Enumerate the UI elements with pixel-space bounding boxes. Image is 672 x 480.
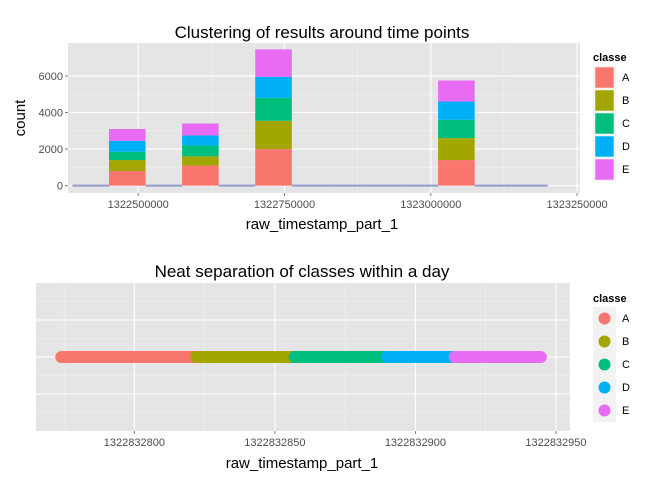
top-x-tick-label: 1322750000 [254,199,315,211]
top-bar-segment-D [438,101,475,120]
bottom-x-tick-label: 1322832900 [385,437,446,449]
top-bar-segment-D [255,76,292,98]
bottom-points-class-E [448,351,547,363]
bottom-x-axis-title: raw_timestamp_part_1 [226,455,379,472]
bottom-chart-title: Neat separation of classes within a day [155,262,450,281]
bottom-legend-label-D: D [622,382,630,394]
bottom-legend-label-B: B [622,336,629,348]
top-y-tick-label: 0 [57,181,63,193]
top-y-tick-label: 2000 [39,144,63,156]
top-bar-segment-A [438,160,475,186]
top-legend-key-D [594,135,615,158]
top-x-ticks: 1322500000 1322750000 1323000000 1323250000 [108,193,608,211]
bottom-legend-key-D [598,381,611,394]
top-legend-label-C: C [622,118,630,130]
bottom-legend-label-A: A [622,313,630,325]
top-bar-segment-D [108,140,146,152]
top-legend-label-E: E [622,164,629,176]
bottom-x-tick-label: 1322832950 [525,437,586,449]
top-bar-segment-E [255,49,292,77]
top-legend-label-B: B [622,95,629,107]
top-bar-segment-B [182,156,219,166]
bottom-points-class-D [381,351,460,363]
top-bar-segment-A [182,165,219,186]
top-legend-key-C [594,112,615,135]
top-bar-segment-A [255,149,292,186]
bottom-legend-title: classe [593,293,627,305]
bottom-points-class-B [190,351,301,363]
top-legend-label-D: D [622,141,630,153]
top-bar-segment-C [182,145,219,157]
top-legend-label-A: A [622,72,630,84]
bottom-points-class-A [55,351,202,363]
top-bar-segment-B [255,120,292,150]
bottom-x-tick-label: 1322832850 [244,437,305,449]
top-chart: Clustering of results around time points… [12,23,630,233]
top-bar-segment-A [108,171,146,186]
top-y-ticks: 0 2000 4000 6000 [39,71,68,193]
top-y-tick-label: 4000 [39,108,63,120]
top-bar-segment-C [108,151,146,161]
top-bar-segment-E [108,128,146,141]
top-y-axis-title: count [12,99,29,137]
bottom-legend-key-C [598,358,611,371]
top-bar-segment-C [438,119,475,139]
top-bars [72,49,548,187]
top-x-tick-label: 1322500000 [108,199,169,211]
top-chart-title: Clustering of results around time points [175,23,470,42]
top-bar-segment-E [182,123,219,136]
top-plot-panel [68,43,580,193]
top-legend-key-A [594,66,615,89]
top-legend-key-E [594,158,615,181]
top-bar-segment-B [108,160,146,172]
bottom-legend-label-E: E [622,405,629,417]
bottom-points-class-C [288,351,393,363]
bottom-legend-key-A [598,312,611,325]
top-x-tick-label: 1323000000 [400,199,461,211]
bottom-chart: Neat separation of classes within a day … [36,262,630,472]
bottom-legend-label-C: C [622,359,630,371]
top-bar-segment-B [438,138,475,161]
bottom-legend-key-E [598,404,611,417]
top-bar-segment-D [182,135,219,146]
top-x-tick-label: 1323250000 [546,199,607,211]
top-bar-segment-E [438,80,475,102]
bottom-points [55,351,547,363]
bottom-x-tick-label: 1322832800 [104,437,165,449]
bottom-legend-key-B [598,335,611,348]
top-legend-key-B [594,89,615,112]
top-legend-title: classe [593,52,627,64]
top-bar-segment-C [255,97,292,121]
top-y-tick-label: 6000 [39,71,63,83]
top-x-axis-title: raw_timestamp_part_1 [246,216,399,233]
scatter-point-E [534,351,547,363]
bottom-x-ticks: 1322832800 1322832850 1322832900 1322832950 [104,431,587,449]
